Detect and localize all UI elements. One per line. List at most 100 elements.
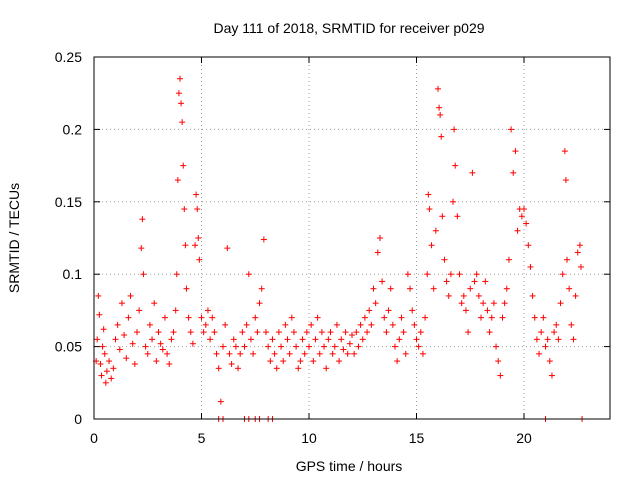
x-axis-label: GPS time / hours [296, 458, 403, 474]
x-tick-label: 15 [409, 430, 425, 446]
data-point [180, 162, 187, 169]
x-tick-label: 0 [90, 430, 98, 446]
data-point [370, 285, 377, 292]
data-point [222, 321, 229, 328]
data-point [505, 256, 512, 263]
data-point [351, 350, 358, 357]
data-point [497, 372, 504, 379]
data-point [452, 162, 459, 169]
data-point [456, 271, 463, 278]
data-point [164, 350, 171, 357]
data-point [514, 227, 521, 234]
data-point [275, 329, 282, 336]
data-point [258, 285, 265, 292]
data-point [374, 249, 381, 256]
data-point [101, 350, 108, 357]
data-point [207, 336, 214, 343]
data-point [153, 358, 160, 365]
x-tick-label: 20 [516, 430, 532, 446]
data-point [409, 307, 416, 314]
data-point [568, 321, 575, 328]
data-point [314, 314, 321, 321]
data-point [523, 220, 530, 227]
data-point [273, 365, 280, 372]
data-point [355, 343, 362, 350]
data-point [241, 343, 248, 350]
data-point [478, 314, 484, 321]
data-point [103, 368, 110, 375]
data-point [389, 321, 396, 328]
data-points [93, 75, 586, 422]
data-point [318, 329, 325, 336]
data-point [293, 343, 300, 350]
data-point [284, 336, 291, 343]
data-point [97, 360, 104, 367]
data-point [232, 343, 239, 350]
data-point [178, 100, 185, 107]
plot-frame [93, 56, 611, 420]
data-point [402, 350, 409, 357]
data-point [473, 271, 480, 278]
data-point [439, 213, 446, 220]
data-point [256, 300, 263, 307]
data-point [381, 314, 388, 321]
y-tick-label: 0.25 [55, 49, 82, 65]
data-point [542, 343, 549, 350]
data-point [361, 314, 368, 321]
data-point [546, 358, 553, 365]
data-point [110, 365, 117, 372]
data-point [245, 271, 252, 278]
data-point [475, 292, 482, 299]
data-point [357, 321, 364, 328]
data-point [228, 360, 235, 367]
data-point [437, 111, 444, 118]
data-point [450, 198, 457, 205]
data-point [306, 343, 312, 350]
data-point [495, 358, 502, 365]
data-point [488, 314, 495, 321]
data-point [553, 321, 560, 328]
data-point [415, 343, 422, 350]
data-point [325, 336, 332, 343]
data-point [193, 191, 200, 198]
data-point [501, 300, 508, 307]
data-point [435, 85, 441, 92]
data-point [260, 236, 267, 243]
data-point [215, 365, 222, 372]
data-point [182, 242, 189, 249]
data-point [467, 285, 474, 292]
data-point [424, 271, 431, 278]
data-point [194, 206, 201, 213]
data-point [142, 343, 149, 350]
data-point [396, 336, 403, 343]
data-point [99, 343, 106, 350]
data-point [265, 343, 272, 350]
data-point [168, 336, 175, 343]
data-point [136, 307, 143, 314]
data-point [551, 329, 558, 336]
data-point [447, 271, 454, 278]
data-point [100, 326, 107, 333]
data-point [181, 206, 188, 213]
data-point [566, 285, 573, 292]
data-point [321, 343, 328, 350]
data-point [189, 340, 196, 347]
data-point [247, 336, 254, 343]
data-point [353, 329, 360, 336]
data-point [577, 263, 584, 270]
data-point [301, 350, 308, 357]
data-point [428, 242, 435, 249]
data-point [544, 336, 551, 343]
data-point [96, 311, 103, 318]
data-point [179, 119, 186, 126]
data-point [480, 300, 487, 307]
data-point [323, 365, 330, 372]
data-point [308, 321, 315, 328]
data-point [529, 292, 536, 299]
data-point [508, 126, 515, 133]
data-point [269, 336, 276, 343]
data-point [198, 314, 205, 321]
data-point [144, 350, 151, 357]
data-point [441, 256, 448, 263]
chart-title: Day 111 of 2018, SRMTID for receiver p02… [213, 20, 484, 36]
